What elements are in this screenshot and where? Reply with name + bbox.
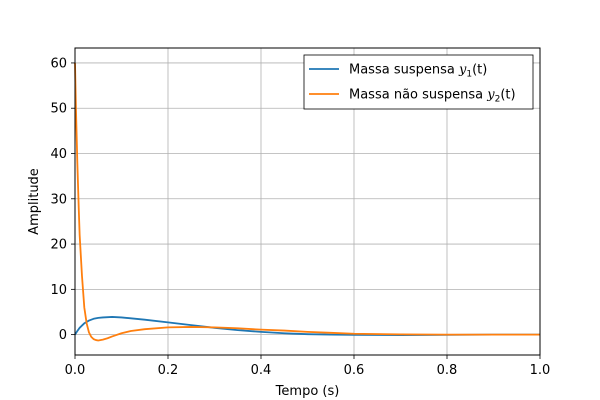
x-tick-label: 0.2 bbox=[158, 363, 179, 378]
y-tick-label: 10 bbox=[50, 283, 67, 298]
x-tick-label: 0.4 bbox=[251, 363, 272, 378]
y-tick-label: 50 bbox=[50, 102, 67, 117]
plot-area-frame bbox=[74, 47, 541, 356]
series-line-2 bbox=[74, 62, 540, 342]
x-tick-label: 0.6 bbox=[344, 363, 365, 378]
y-tick-label: 60 bbox=[50, 56, 67, 71]
y-axis-title: Amplitude bbox=[27, 168, 42, 235]
legend-label-2: Massa não suspensa y2(t) bbox=[349, 88, 516, 105]
grid-lines bbox=[74, 48, 541, 355]
legend-label-1: Massa suspensa y1(t) bbox=[349, 63, 487, 80]
legend-entry-2: Massa não suspensa y2(t) bbox=[309, 88, 516, 105]
y-tick-label: 0 bbox=[59, 328, 67, 343]
x-axis-title: Tempo (s) bbox=[275, 384, 340, 399]
x-tick-label: 0.8 bbox=[437, 363, 458, 378]
legend: Massa suspensa y1(t) Massa não suspensa … bbox=[303, 54, 534, 110]
y-tick-label: 40 bbox=[50, 147, 67, 162]
series-lines bbox=[74, 62, 540, 342]
y-tick-label: 30 bbox=[50, 192, 67, 207]
legend-entry-1: Massa suspensa y1(t) bbox=[309, 63, 487, 80]
x-tick-label: 0.0 bbox=[65, 363, 86, 378]
axis-ticks: 0.0 0.2 0.4 0.6 0.8 1.0 0 10 20 30 40 50 60 bbox=[50, 56, 550, 378]
x-tick-label: 1.0 bbox=[530, 363, 551, 378]
legend-box bbox=[303, 54, 534, 110]
series-line-1 bbox=[74, 316, 540, 336]
y-tick-label: 20 bbox=[50, 238, 67, 253]
